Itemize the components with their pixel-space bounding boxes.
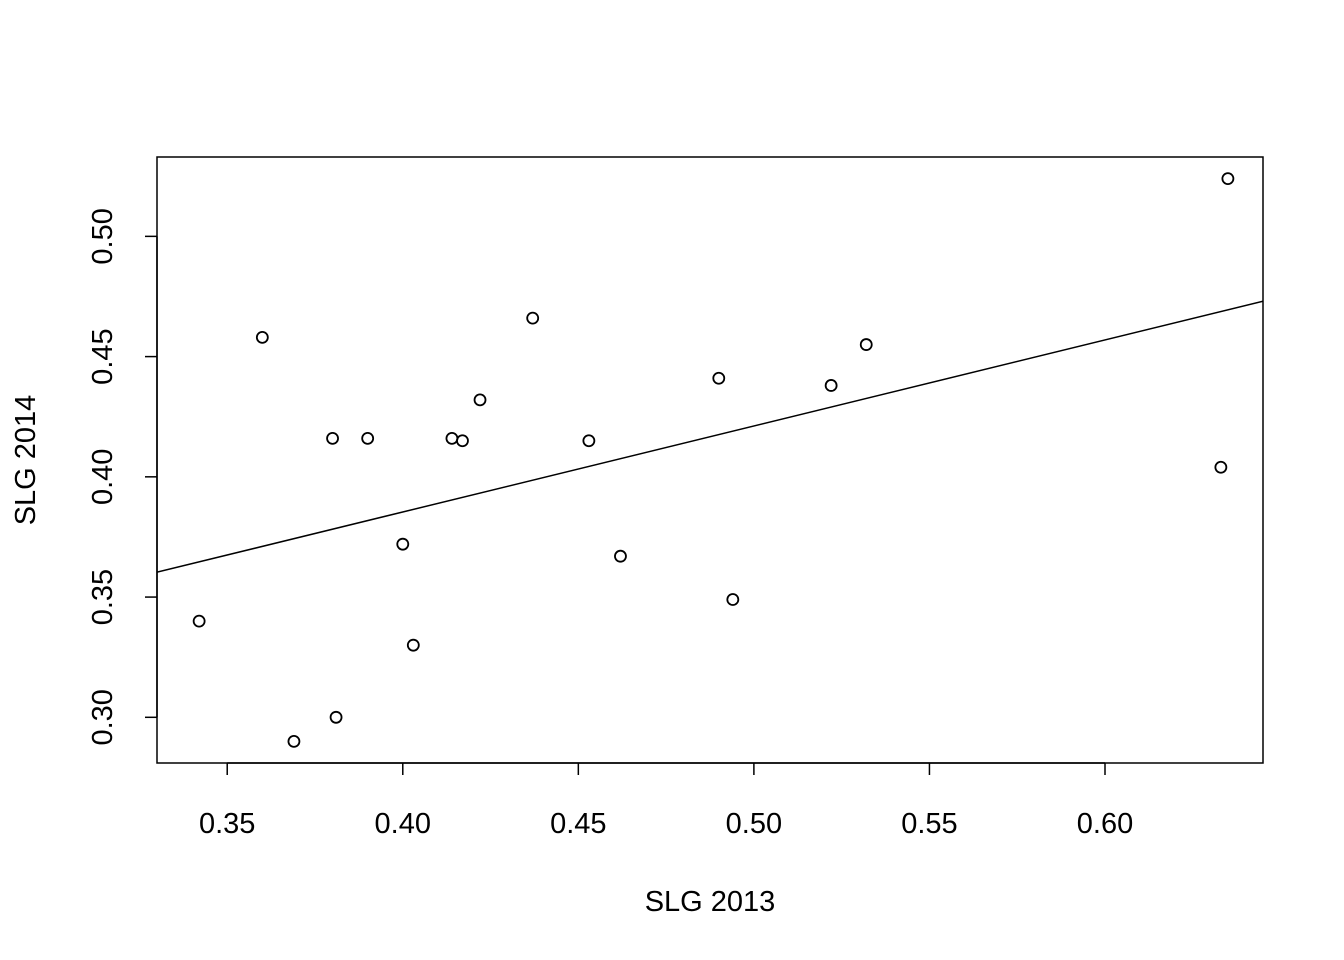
data-point: [361, 431, 375, 445]
y-tick-label: 0.30: [87, 689, 119, 745]
y-tick-label: 0.45: [87, 328, 119, 384]
x-tick-label: 0.55: [901, 808, 957, 840]
data-point: [473, 393, 487, 407]
data-point: [1214, 460, 1228, 474]
data-point: [326, 431, 339, 445]
plot-frame: [156, 156, 1264, 764]
y-tick-label: 0.40: [87, 449, 119, 505]
x-tick-label: 0.40: [375, 808, 431, 840]
x-tick-label: 0.35: [199, 808, 255, 840]
data-points: [192, 172, 1235, 748]
data-point: [712, 371, 726, 385]
x-tick-label: 0.45: [550, 808, 606, 840]
data-point: [406, 638, 420, 652]
x-axis-title: SLG 2013: [645, 886, 776, 918]
data-point: [255, 330, 269, 344]
x-tick-label: 0.50: [726, 808, 782, 840]
y-axis-title: SLG 2014: [10, 395, 42, 526]
data-point: [456, 434, 469, 448]
data-point: [614, 549, 627, 563]
data-point: [287, 734, 301, 748]
data-point: [445, 431, 459, 445]
data-point: [1221, 172, 1235, 186]
regression-line-group: [157, 300, 1263, 573]
data-point: [582, 434, 596, 448]
y-tick-label: 0.50: [87, 208, 119, 264]
regression-line: [157, 300, 1263, 573]
data-point: [526, 311, 540, 325]
data-point: [859, 338, 873, 351]
data-point: [192, 614, 206, 628]
x-tick-label: 0.60: [1077, 808, 1133, 840]
y-tick-label: 0.35: [87, 569, 119, 625]
x-axis: 0.35 0.40 0.45 0.50 0.55 0.60: [199, 762, 1133, 840]
data-point: [824, 379, 838, 392]
data-point: [396, 537, 410, 551]
data-point: [329, 710, 343, 724]
y-axis: 0.30 0.35 0.40 0.45 0.50: [87, 208, 158, 746]
data-point: [726, 593, 740, 606]
